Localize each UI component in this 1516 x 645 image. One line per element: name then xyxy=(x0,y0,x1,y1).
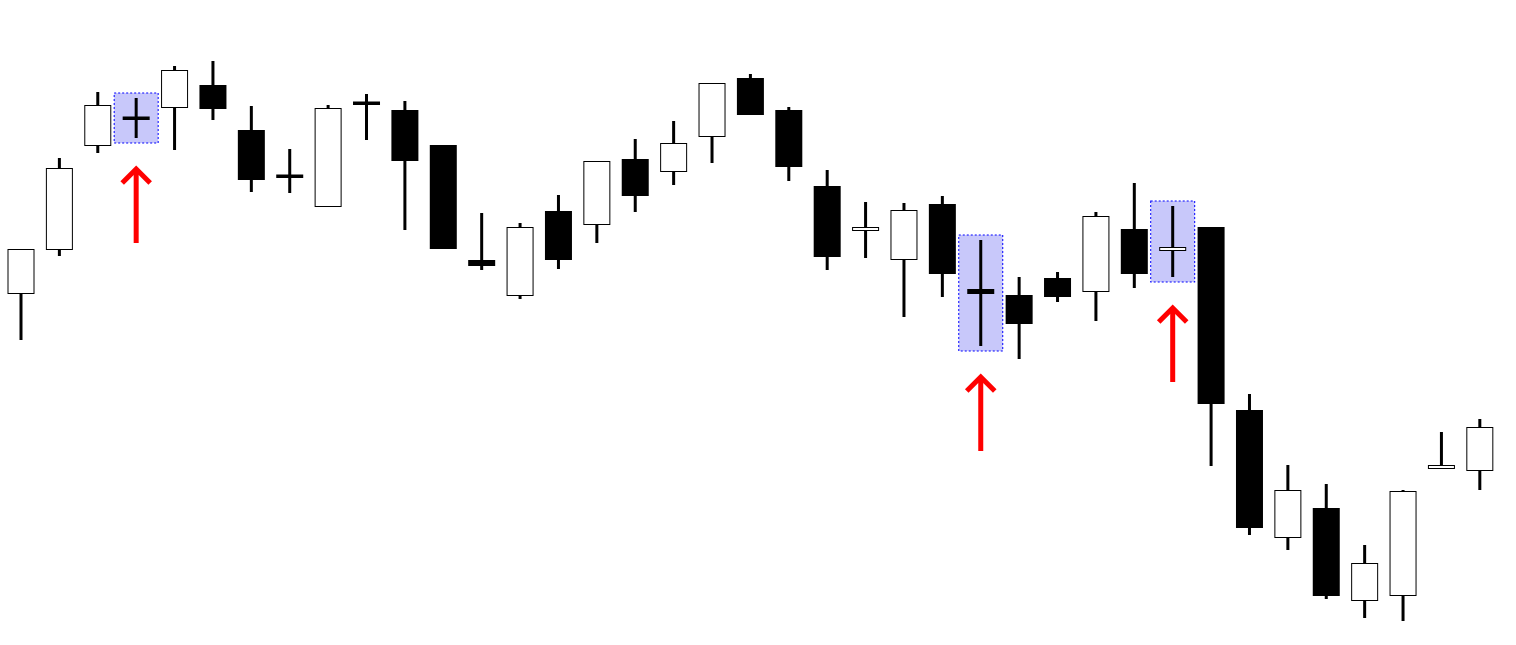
candle-body-bearish xyxy=(237,130,265,180)
candle xyxy=(429,145,457,249)
candle xyxy=(1274,465,1302,550)
candle xyxy=(1197,227,1225,466)
candle-body-doji xyxy=(122,116,150,120)
arrow-head xyxy=(964,373,997,393)
candle xyxy=(1466,419,1494,490)
candle xyxy=(122,98,150,138)
candle-body-bearish xyxy=(967,289,995,294)
candle xyxy=(1044,272,1072,302)
candle-body-bearish xyxy=(391,110,419,161)
candle-body-bearish xyxy=(1044,278,1072,297)
candle xyxy=(621,139,649,212)
red-up-arrow-icon xyxy=(964,373,997,451)
candle-body-bullish xyxy=(1159,247,1187,251)
candle-body-bearish xyxy=(429,145,457,249)
candle xyxy=(1120,183,1148,288)
candle xyxy=(45,158,73,256)
candle xyxy=(967,240,995,346)
candle xyxy=(237,106,265,192)
candle-body-bearish xyxy=(775,110,803,167)
candle-body-bearish xyxy=(1197,227,1225,404)
candle xyxy=(1351,545,1379,618)
candle-body-bullish xyxy=(698,83,726,137)
candle-body-bullish xyxy=(161,70,189,108)
candle xyxy=(199,61,227,120)
candle xyxy=(813,170,841,270)
candle xyxy=(1082,212,1110,321)
candle-body-doji xyxy=(353,101,381,105)
candle xyxy=(1235,394,1263,535)
candle xyxy=(583,161,611,243)
candle-body-bullish xyxy=(1389,491,1417,596)
candle xyxy=(84,92,112,153)
candle-body-bullish xyxy=(1351,563,1379,601)
candle-body-bullish xyxy=(852,227,880,231)
arrow-head xyxy=(1156,304,1189,324)
candle xyxy=(852,202,880,258)
candle xyxy=(161,66,189,150)
candle xyxy=(314,105,342,207)
candle xyxy=(1312,484,1340,599)
candle-body-bearish xyxy=(544,211,572,260)
candle-body-bearish xyxy=(1312,508,1340,596)
candle-body-bearish xyxy=(621,159,649,196)
candle xyxy=(7,249,35,340)
candle-body-bullish xyxy=(1427,465,1455,469)
candle-body-doji xyxy=(276,174,304,178)
candle xyxy=(660,121,688,185)
candle-body-bearish xyxy=(199,85,227,109)
candle xyxy=(506,223,534,299)
candle-body-bullish xyxy=(1274,490,1302,538)
candle xyxy=(353,94,381,140)
candle-body-bullish xyxy=(84,105,112,146)
candle xyxy=(1005,277,1033,359)
candle-body-bearish xyxy=(928,204,956,274)
candle xyxy=(1389,490,1417,621)
candle xyxy=(1427,432,1455,469)
candle-body-bullish xyxy=(506,227,534,296)
candle-body-bullish xyxy=(45,168,73,250)
candle xyxy=(1159,206,1187,277)
candle-body-bullish xyxy=(1466,427,1494,471)
candle-body-bearish xyxy=(1005,295,1033,324)
candle xyxy=(698,83,726,163)
candle-body-bearish xyxy=(813,186,841,257)
candle-body-bullish xyxy=(1082,216,1110,292)
candle-body-bearish xyxy=(468,260,496,266)
candle-body-bullish xyxy=(314,108,342,207)
candle-body-bearish xyxy=(1120,229,1148,274)
candle-body-bullish xyxy=(660,143,688,172)
candle-body-bullish xyxy=(890,210,918,260)
candle xyxy=(391,101,419,230)
arrow-head xyxy=(120,165,152,185)
candle xyxy=(890,203,918,317)
candle xyxy=(928,196,956,297)
candle xyxy=(736,74,764,115)
red-up-arrow-icon xyxy=(120,165,152,243)
candle xyxy=(468,213,496,270)
candle xyxy=(775,107,803,181)
candle-body-bullish xyxy=(7,249,35,294)
candle xyxy=(544,195,572,269)
candle-body-bearish xyxy=(1235,410,1263,528)
candle-body-bullish xyxy=(583,161,611,225)
candle xyxy=(276,149,304,193)
red-up-arrow-icon xyxy=(1156,304,1189,382)
candle-body-bearish xyxy=(736,78,764,115)
